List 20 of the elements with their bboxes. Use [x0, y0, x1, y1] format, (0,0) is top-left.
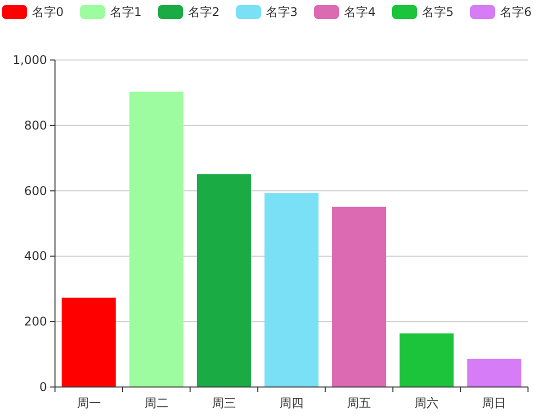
legend-label: 名字3 — [266, 5, 298, 19]
y-tick-label: 1,000 — [12, 53, 47, 67]
x-tick-label: 周五 — [347, 396, 372, 410]
y-tick-label: 800 — [24, 118, 47, 132]
y-tick-label: 600 — [24, 184, 47, 198]
x-tick-label: 周日 — [482, 396, 506, 410]
x-tick-label: 周二 — [144, 396, 168, 410]
x-tick-label: 周四 — [280, 396, 304, 410]
x-tick-label: 周六 — [414, 396, 439, 410]
legend-label: 名字6 — [500, 5, 532, 19]
legend-label: 名字5 — [422, 5, 454, 19]
x-tick-label: 周三 — [212, 396, 236, 410]
y-tick-label: 0 — [39, 380, 47, 394]
legend-label: 名字4 — [344, 5, 376, 19]
y-tick-label: 200 — [24, 314, 47, 329]
x-tick-label: 周一 — [76, 396, 101, 410]
legend-label: 名字2 — [188, 5, 220, 19]
y-tick-label: 400 — [24, 249, 47, 264]
legend-label: 名字1 — [110, 5, 142, 19]
legend-label: 名字0 — [32, 5, 64, 19]
